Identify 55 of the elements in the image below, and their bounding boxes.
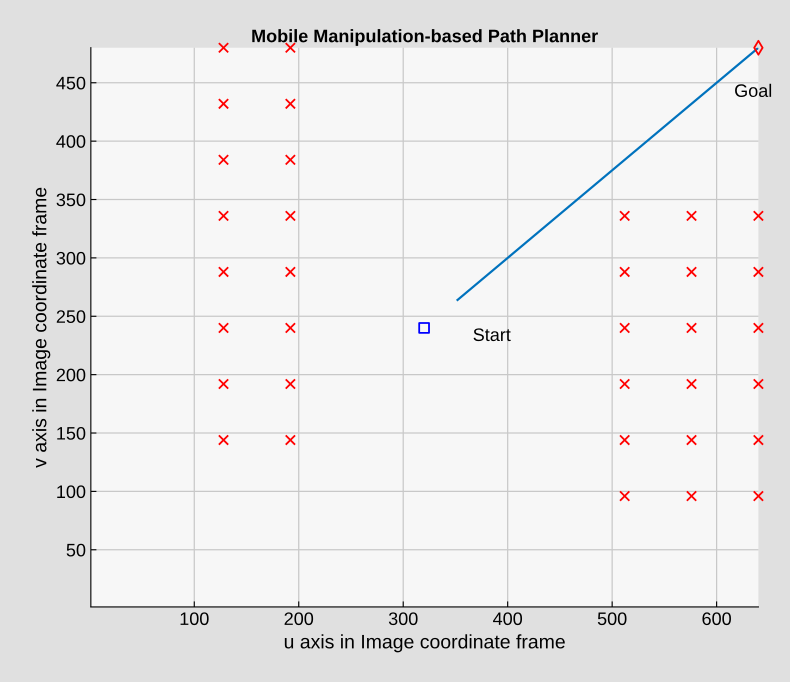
x-tick-label: 300 (388, 612, 418, 626)
point (619, 378, 630, 390)
point (218, 322, 230, 334)
y-tick-label: 400 (56, 135, 86, 148)
point (418, 322, 430, 334)
point (752, 266, 764, 278)
point (218, 98, 230, 110)
point (218, 42, 230, 54)
point (284, 266, 296, 278)
y-tick-label: 50 (66, 544, 86, 556)
point (619, 434, 630, 446)
point (284, 434, 296, 446)
point (284, 378, 296, 390)
y-tick-label: 450 (56, 76, 86, 90)
point (218, 154, 230, 166)
point (752, 322, 764, 334)
point (752, 490, 764, 502)
chart-title: Mobile Manipulation-based Path Planner (252, 29, 598, 46)
point (284, 210, 296, 222)
point (619, 490, 630, 502)
point (686, 266, 698, 278)
x-tick-label: 200 (284, 612, 314, 626)
point (284, 98, 296, 110)
point (686, 434, 698, 446)
annotation: Goal (735, 84, 772, 98)
annotation: Start (474, 328, 511, 342)
y-tick-label: 150 (57, 426, 86, 440)
point (686, 322, 698, 334)
point (752, 434, 764, 446)
point (218, 434, 230, 446)
point (284, 42, 296, 54)
point (218, 266, 230, 278)
point (284, 154, 296, 166)
x-tick-label: 400 (493, 612, 522, 626)
point (619, 322, 630, 334)
y-tick-label: 250 (56, 310, 86, 323)
point (686, 490, 698, 502)
y-axis-title: v axis in Image coordinate frame (32, 188, 50, 468)
point (218, 378, 230, 390)
x-tick-label: 500 (598, 612, 627, 626)
point (284, 322, 296, 334)
x-axis-title: u axis in Image coordinate frame (284, 634, 565, 652)
point (752, 378, 764, 390)
point (686, 210, 698, 222)
x-tick-label: 100 (180, 612, 209, 626)
y-tick-label: 350 (56, 193, 86, 206)
point (619, 210, 630, 222)
point (686, 378, 698, 390)
point (218, 210, 230, 222)
point (752, 210, 764, 222)
point (619, 266, 630, 278)
x-tick-label: 600 (702, 612, 731, 626)
y-tick-label: 200 (56, 368, 86, 382)
y-tick-label: 100 (57, 485, 86, 498)
y-tick-label: 300 (56, 252, 86, 265)
